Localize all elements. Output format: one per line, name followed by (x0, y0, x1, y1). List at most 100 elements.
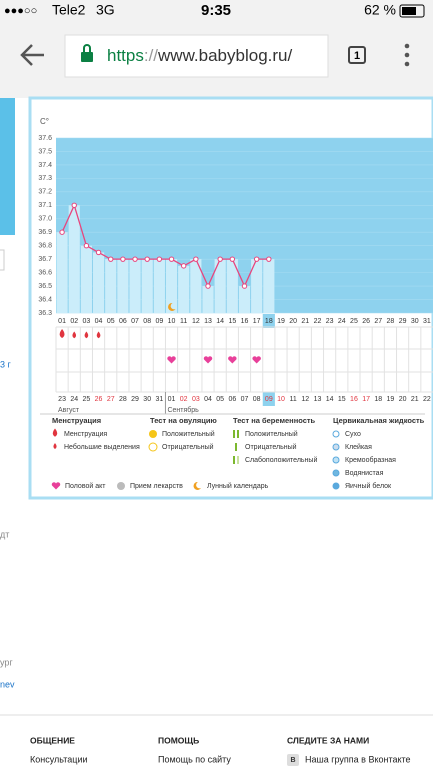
back-button[interactable] (20, 44, 44, 66)
y-tick-label: 37.2 (38, 189, 52, 196)
footer-link[interactable]: Наша группа в Вконтакте (305, 754, 411, 764)
intercourse-mark (252, 356, 261, 364)
temperature-bar (56, 232, 68, 313)
y-tick-label: 36.9 (38, 229, 52, 236)
date-label: 12 (301, 396, 309, 403)
temperature-point (59, 229, 65, 235)
legend-group-title: Тест на овуляцию (150, 416, 217, 425)
legend-icon (233, 430, 235, 438)
legend-item: Клейкая (345, 443, 372, 451)
temperature-point (180, 263, 187, 269)
battery-text: 62 % (364, 2, 396, 18)
day-label: 11 (180, 318, 187, 325)
date-label: 30 (143, 396, 151, 403)
legend-icon (52, 428, 58, 437)
intercourse-mark (228, 356, 237, 364)
temperature-bar (129, 259, 141, 313)
legend-group-title: Менструация (52, 416, 101, 425)
temperature-point (71, 202, 77, 209)
time: 9:35 (201, 2, 231, 19)
menu-button[interactable] (404, 43, 410, 67)
temperature-bar (226, 259, 238, 313)
temperature-bar (251, 259, 263, 313)
legend-icon (332, 456, 340, 464)
footer-title: СЛЕДИТЕ ЗА НАМИ (287, 735, 369, 745)
lock-icon (81, 52, 93, 62)
temperature-point (205, 283, 211, 289)
date-label: 06 (228, 396, 236, 403)
legend-icon (117, 482, 125, 490)
side-fragment: 3 г (0, 359, 12, 369)
temperature-bar (190, 259, 202, 313)
legend-item: Яичный белок (345, 482, 392, 490)
date-label: 08 (253, 396, 261, 403)
day-label: 06 (119, 318, 127, 325)
temperature-bar (214, 259, 226, 313)
legend-item: Слабоположительный (245, 456, 317, 464)
temperature-bar (92, 252, 105, 313)
legend-icon (332, 430, 340, 438)
date-label: 11 (290, 396, 297, 403)
legend-item: Водянистая (345, 470, 384, 477)
day-label: 31 (423, 318, 431, 325)
temperature-point (120, 256, 126, 262)
y-tick-label: 37.5 (38, 148, 52, 155)
month-label: Август (58, 407, 80, 414)
day-label: 25 (350, 318, 358, 325)
footer-link[interactable]: Помощь по сайту (158, 754, 231, 764)
y-tick-label: 36.4 (38, 296, 52, 303)
legend-icon (53, 443, 57, 449)
temperature-point (253, 256, 260, 262)
date-label: 22 (423, 396, 431, 403)
date-label: 21 (411, 396, 419, 403)
temperature-point (217, 256, 223, 262)
date-label: 26 (95, 396, 103, 403)
temperature-point (83, 242, 90, 249)
day-label: 09 (155, 318, 163, 325)
intercourse-mark (203, 356, 213, 364)
footer-link[interactable]: Консультации (30, 754, 88, 764)
legend-group-title: Тест на беременность (233, 416, 316, 425)
temperature-point (95, 249, 102, 256)
date-label: 19 (387, 396, 395, 403)
battery-level (402, 7, 416, 15)
date-label: 28 (119, 396, 127, 403)
date-label: 10 (277, 396, 285, 403)
day-label: 19 (277, 318, 285, 325)
date-label: 27 (107, 396, 115, 403)
y-tick-label: 36.8 (38, 243, 52, 250)
day-label: 30 (411, 318, 419, 325)
side-fragment: дт (0, 529, 9, 539)
legend-icon (149, 430, 157, 438)
address-bar[interactable] (64, 34, 329, 78)
day-label: 18 (265, 318, 273, 325)
tabs-button[interactable] (348, 46, 366, 64)
y-tick-label: 37.1 (38, 202, 52, 209)
date-label: 09 (265, 396, 273, 403)
day-label: 04 (95, 318, 103, 325)
legend-item: Кремообразная (345, 456, 396, 464)
legend-item: Положительный (162, 430, 215, 438)
vk-icon-box (287, 754, 299, 766)
y-unit: C° (40, 117, 49, 126)
legend-icon (148, 442, 158, 452)
spotting-mark (96, 331, 101, 339)
footer-title: ПОМОЩЬ (158, 735, 199, 745)
date-label: 29 (131, 396, 139, 403)
legend-item: Лунный календарь (207, 482, 269, 490)
y-tick-label: 36.5 (38, 283, 52, 290)
highlight-day (262, 314, 275, 328)
temperature-bar (68, 205, 80, 313)
y-tick-label: 37.6 (38, 135, 52, 142)
day-label: 10 (168, 318, 176, 325)
day-label: 16 (241, 318, 249, 325)
y-tick-label: 36.7 (38, 256, 52, 263)
legend-item: Прием лекарств (130, 483, 183, 490)
date-label: 15 (338, 396, 346, 403)
day-label: 07 (131, 318, 139, 325)
temperature-bar (238, 286, 251, 313)
spotting-mark (72, 331, 77, 339)
date-label: 07 (241, 396, 249, 403)
url: https://www.babyblog.ru/ (107, 46, 292, 65)
